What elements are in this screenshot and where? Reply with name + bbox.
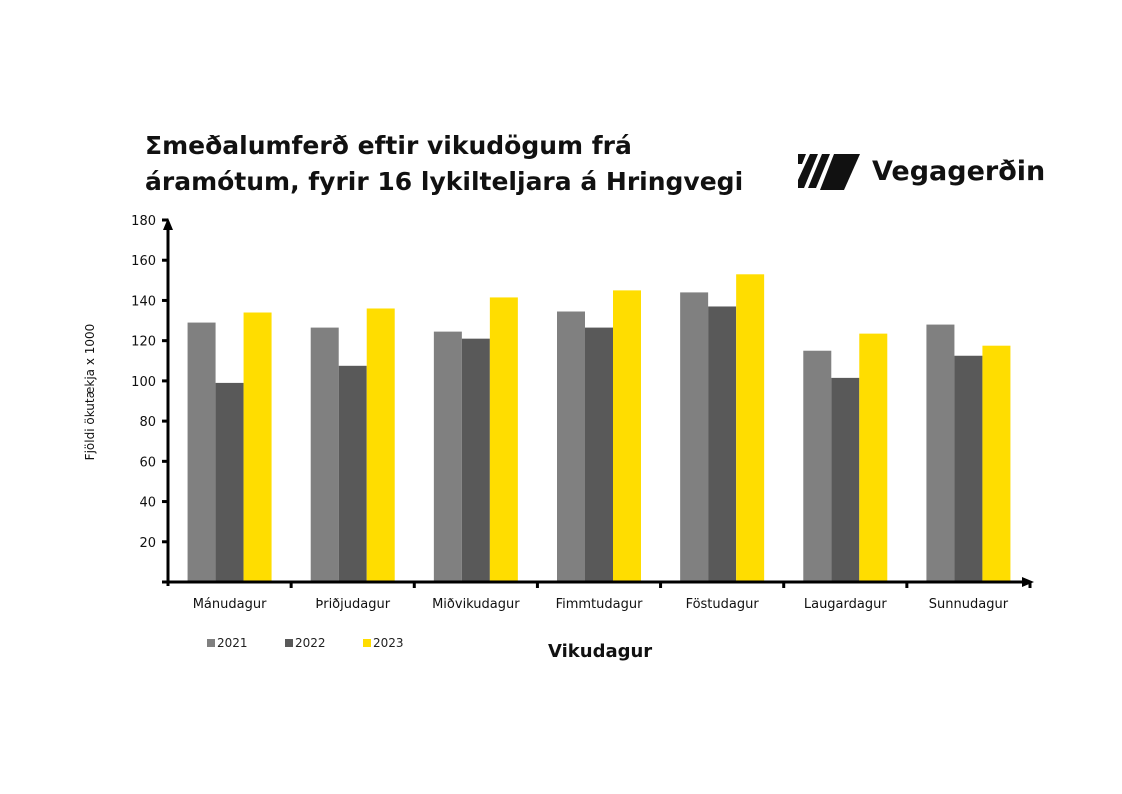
bar-2021 bbox=[926, 324, 955, 582]
x-tick-label: Sunnudagur bbox=[929, 597, 1009, 612]
bar-2023 bbox=[243, 312, 272, 582]
y-tick-label: 20 bbox=[139, 536, 156, 551]
chart-title: Σmeðalumferð eftir vikudögum frá áramótu… bbox=[145, 128, 743, 200]
vegagerdin-logo: Vegagerðin bbox=[798, 150, 1045, 192]
legend-item-2023: 2023 bbox=[363, 636, 404, 650]
x-axis-label: Vikudagur bbox=[548, 641, 653, 662]
x-tick-label: Miðvikudagur bbox=[432, 597, 520, 612]
bar-2023 bbox=[736, 274, 765, 582]
y-tick-label: 160 bbox=[131, 254, 156, 269]
bar-2022 bbox=[338, 365, 367, 582]
x-tick-label: Föstudagur bbox=[686, 597, 760, 612]
legend-swatch bbox=[207, 639, 215, 647]
bar-2021 bbox=[310, 327, 339, 582]
x-tick-label: Mánudagur bbox=[193, 597, 267, 612]
bar-2023 bbox=[859, 333, 888, 582]
y-axis-label: Fjöldi ökutækja x 1000 bbox=[83, 323, 97, 461]
legend-label: 2022 bbox=[295, 636, 326, 650]
bar-2021 bbox=[557, 311, 585, 582]
x-tick-label: Fimmtudagur bbox=[556, 597, 644, 612]
legend-item-2021: 2021 bbox=[207, 636, 248, 650]
legend-swatch bbox=[285, 639, 293, 647]
bar-2021 bbox=[803, 350, 832, 582]
bar-2022 bbox=[831, 377, 860, 582]
bar-2022 bbox=[708, 306, 737, 582]
legend-label: 2021 bbox=[217, 636, 248, 650]
bar-2022 bbox=[461, 338, 490, 582]
bar-2021 bbox=[680, 292, 709, 582]
title-line-2: áramótum, fyrir 16 lykilteljara á Hringv… bbox=[145, 167, 744, 196]
legend-swatch bbox=[363, 639, 371, 647]
x-axis-arrow-icon bbox=[1022, 577, 1034, 587]
y-tick-label: 60 bbox=[139, 455, 156, 470]
x-tick-label: Laugardagur bbox=[804, 597, 887, 612]
y-tick-label: 80 bbox=[139, 415, 156, 430]
y-tick-label: 100 bbox=[131, 375, 156, 390]
logo-text: Vegagerðin bbox=[872, 155, 1046, 187]
bar-2021 bbox=[433, 331, 462, 582]
logo-stripes-icon bbox=[798, 154, 860, 190]
y-tick-label: 140 bbox=[131, 294, 156, 309]
y-axis-arrow-icon bbox=[163, 218, 173, 230]
title-line-1: Σmeðalumferð eftir vikudögum frá bbox=[145, 131, 632, 160]
x-tick-label: Þriðjudagur bbox=[315, 597, 390, 612]
y-tick-label: 120 bbox=[131, 335, 156, 350]
bar-2023 bbox=[982, 345, 1011, 582]
bar-2023 bbox=[366, 308, 395, 582]
y-tick-label: 180 bbox=[131, 214, 156, 229]
bar-2023 bbox=[489, 297, 518, 582]
bar-2023 bbox=[613, 290, 641, 582]
y-tick-label: 40 bbox=[139, 496, 156, 511]
bar-2022 bbox=[954, 355, 983, 582]
bar-2022 bbox=[215, 382, 244, 582]
bar-2022 bbox=[585, 327, 613, 582]
bar-2021 bbox=[187, 322, 216, 582]
legend-item-2022: 2022 bbox=[285, 636, 326, 650]
legend-label: 2023 bbox=[373, 636, 404, 650]
